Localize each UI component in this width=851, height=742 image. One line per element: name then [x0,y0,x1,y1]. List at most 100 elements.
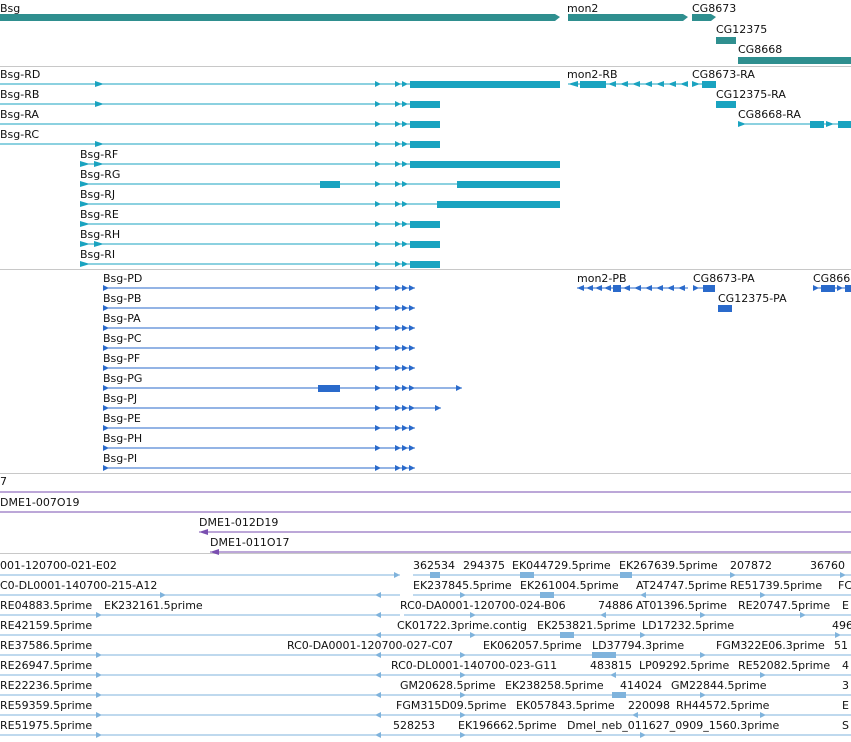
protein-label[interactable]: mon2-PB [577,272,627,285]
protein-label[interactable]: Bsg-PH [103,432,143,445]
est-label[interactable]: EK253821.5prime [537,619,636,632]
protein-label[interactable]: Bsg-PE [103,412,141,425]
est-track [0,572,851,738]
est-label[interactable]: EK057843.5prime [516,699,615,712]
est-label[interactable]: LD37794.3prime [592,639,685,652]
est-label[interactable]: AT24747.5prime [636,579,727,592]
est-label[interactable]: 483815 [590,659,632,672]
protein-label[interactable]: Bsg-PJ [103,392,138,405]
est-label[interactable]: 496 [832,619,851,632]
protein-label[interactable]: CG8673-PA [693,272,755,285]
est-label[interactable]: EK044729.5prime [512,559,611,572]
transcript-label[interactable]: Bsg-RC [0,128,40,141]
transcript-label[interactable]: CG8673-RA [692,68,755,81]
transcript-label[interactable]: mon2-RB [567,68,618,81]
protein-label[interactable]: Bsg-PA [103,312,141,325]
est-label[interactable]: RE26947.5prime [0,659,93,672]
est-label[interactable]: LD17232.5prime [642,619,735,632]
est-label[interactable]: LP09292.5prime [639,659,730,672]
est-label[interactable]: RH44572.5prime [676,699,770,712]
transcript-label[interactable]: CG12375-RA [716,88,786,101]
protein-label[interactable]: CG12375-PA [718,292,787,305]
transcript-label[interactable]: Bsg-RB [0,88,40,101]
transcript-label[interactable]: Bsg-RE [80,208,119,221]
est-label[interactable]: 294375 [463,559,505,572]
gene-label-cg8668[interactable]: CG8668 [738,43,783,56]
est-label[interactable]: GM22844.5prime [671,679,767,692]
est-label[interactable]: C0-DL0001-140700-215-A12 [0,579,158,592]
est-label[interactable]: RE20747.5prime [738,599,831,612]
est-label[interactable]: 36760 [810,559,845,572]
clone-label[interactable]: DME1-011O17 [210,536,290,549]
est-label[interactable]: Dmel_neb_011627_0909_1560.3prime [567,719,780,732]
transcript-label[interactable]: Bsg-RD [0,68,41,81]
est-label[interactable]: EK261004.5prime [520,579,619,592]
transcript-label[interactable]: Bsg-RJ [80,188,116,201]
track-separator [0,553,851,554]
track-separator [0,473,851,474]
gene-bsg [0,14,560,21]
est-label[interactable]: FGM315D09.5prime [396,699,507,712]
est-label[interactable]: 220098 [628,699,670,712]
est-label[interactable]: 001-120700-021-E02 [0,559,117,572]
est-label[interactable]: CK01722.3prime.contig [397,619,528,632]
protein-label[interactable]: CG866 [813,272,851,285]
gene-label-bsg[interactable]: Bsg [0,2,21,15]
est-label[interactable]: E [842,599,849,612]
est-label[interactable]: EK196662.5prime [458,719,557,732]
est-label[interactable]: 51 [834,639,848,652]
transcript-label[interactable]: Bsg-RA [0,108,39,121]
transcript-label[interactable]: Bsg-RG [80,168,121,181]
est-label[interactable]: RE37586.5prime [0,639,93,652]
est-label[interactable]: 3 [842,679,849,692]
est-label[interactable]: EK062057.5prime [483,639,582,652]
est-label[interactable]: 414024 [620,679,662,692]
est-label[interactable]: S [842,719,849,732]
gene-label-cg12375[interactable]: CG12375 [716,23,768,36]
protein-label[interactable]: Bsg-PB [103,292,142,305]
est-label[interactable]: RC0-DA0001-120700-027-C07 [287,639,454,652]
protein-label[interactable]: Bsg-PG [103,372,143,385]
est-label[interactable]: RE22236.5prime [0,679,93,692]
clone-label[interactable]: DME1-007O19 [0,496,80,509]
est-label[interactable]: RE52082.5prime [738,659,831,672]
est-label[interactable]: RC0-DA0001-120700-024-B06 [400,599,566,612]
transcript-label[interactable]: CG8668-RA [738,108,801,121]
est-label[interactable]: AT01396.5prime [636,599,727,612]
est-label[interactable]: 362534 [413,559,455,572]
protein-label[interactable]: Bsg-PC [103,332,142,345]
gene-label-cg8673[interactable]: CG8673 [692,2,737,15]
est-label[interactable]: FGM322E06.3prime [716,639,825,652]
est-label[interactable]: RE04883.5prime [0,599,93,612]
protein-label[interactable]: Bsg-PF [103,352,141,365]
est-label[interactable]: RC0-DL0001-140700-023-G11 [391,659,558,672]
est-label[interactable]: 74886 [598,599,633,612]
clone-label[interactable]: 7 [0,475,7,488]
transcript-label[interactable]: Bsg-RF [80,148,119,161]
track-separator [0,66,851,67]
transcript-label[interactable]: Bsg-RI [80,248,116,261]
est-label[interactable]: E [842,699,849,712]
est-label[interactable]: RE51739.5prime [730,579,823,592]
est-label[interactable]: EK267639.5prime [619,559,718,572]
est-label[interactable]: EK237845.5prime [413,579,512,592]
est-label[interactable]: RE51975.5prime [0,719,93,732]
clone-track [0,491,851,555]
clone-label[interactable]: DME1-012D19 [199,516,279,529]
transcript-label[interactable]: Bsg-RH [80,228,121,241]
protein-label[interactable]: Bsg-PI [103,452,138,465]
protein-label[interactable]: Bsg-PD [103,272,143,285]
gene-cg8673 [692,14,716,21]
gene-cg12375 [716,37,736,44]
est-label[interactable]: RE59359.5prime [0,699,93,712]
est-label[interactable]: FC [838,579,851,592]
est-label[interactable]: 528253 [393,719,435,732]
est-label[interactable]: EK232161.5prime [104,599,203,612]
gene-label-mon2[interactable]: mon2 [567,2,599,15]
est-label[interactable]: 207872 [730,559,772,572]
est-label[interactable]: RE42159.5prime [0,619,93,632]
est-label[interactable]: EK238258.5prime [505,679,604,692]
est-label[interactable]: 4 [842,659,849,672]
est-label[interactable]: GM20628.5prime [400,679,496,692]
